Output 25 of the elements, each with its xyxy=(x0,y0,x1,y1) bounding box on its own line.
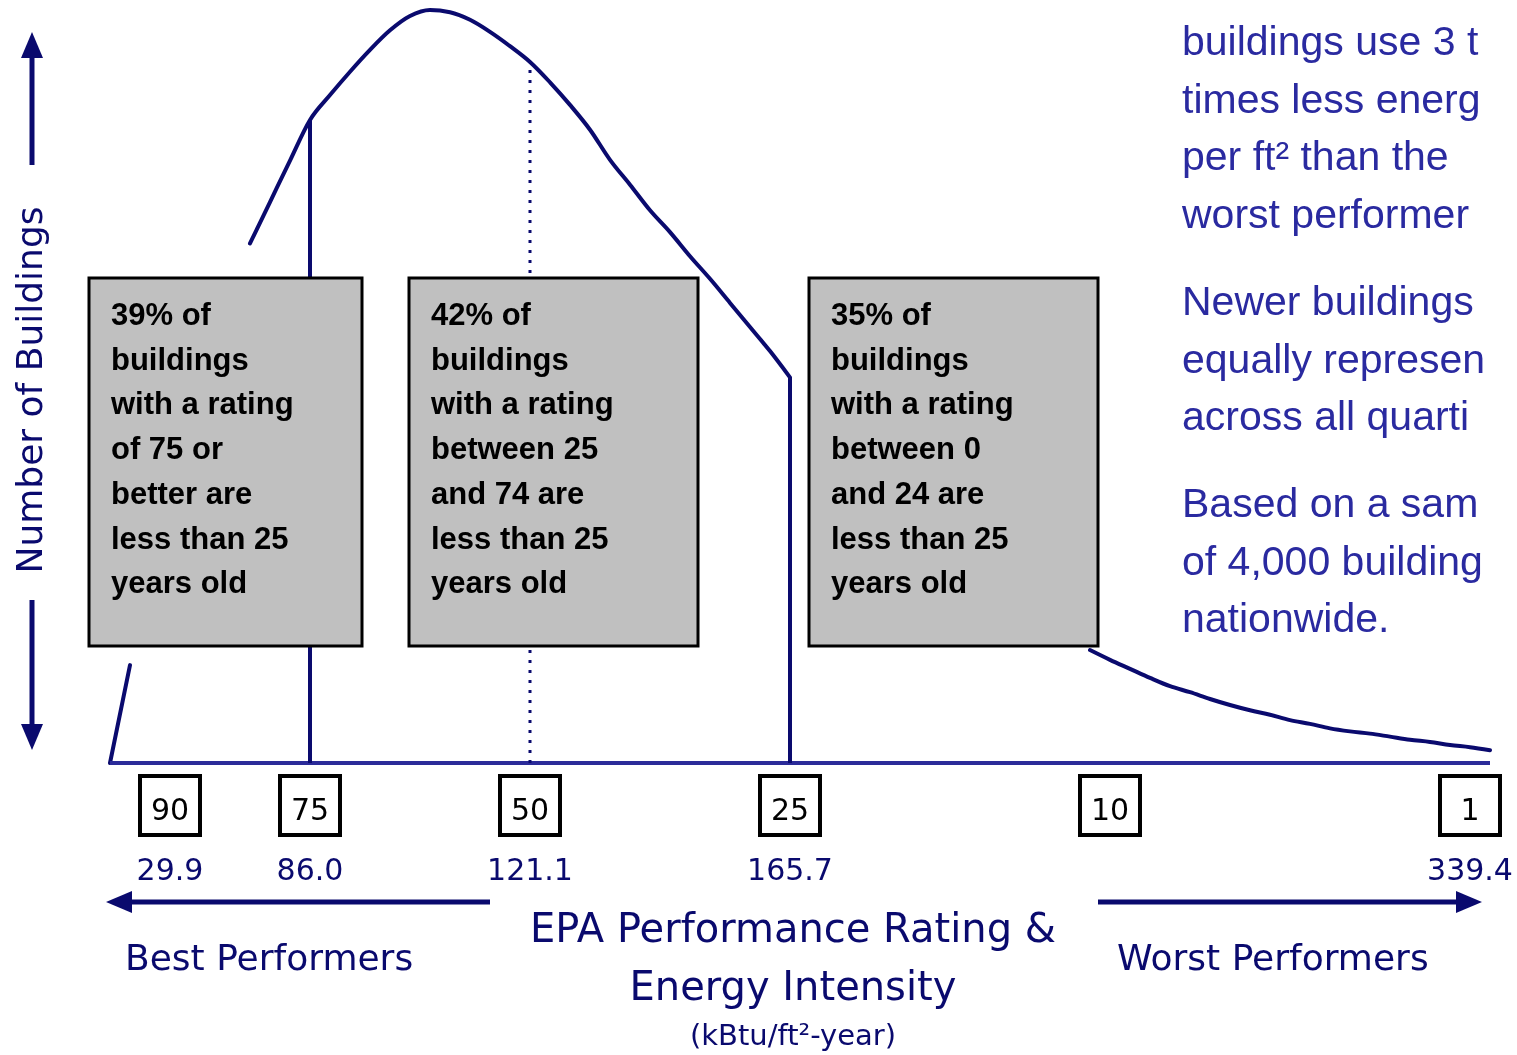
text: Worst Performers xyxy=(1117,937,1429,978)
x-tick-label: 50 xyxy=(510,792,550,827)
note-box: 39% of buildings with a rating of 75 or better are less than 25 years old xyxy=(87,276,364,648)
text: 165.7 xyxy=(747,852,833,887)
x-tick-label: 25 xyxy=(770,792,810,827)
x-tick-label: 75 xyxy=(290,792,330,827)
annotation: Newer buildings equally represen across all quarti xyxy=(1182,278,1486,439)
x-tick-label: 90 xyxy=(150,792,190,827)
note-box: 35% of buildings with a rating between 0 and 24 are less than 25 years old xyxy=(807,276,1100,648)
y-axis-title: Number of Buildings xyxy=(9,206,50,574)
text: 86.0 xyxy=(276,852,344,887)
text: 339.4 xyxy=(1427,852,1513,887)
annotation: 35% of buildings with a rating between 0 and 24 are less than 25 years old xyxy=(830,297,1014,601)
x-tick-label: 1 xyxy=(1460,792,1480,827)
note-box: 42% of buildings with a rating between 25 and 74 are less than 25 years old xyxy=(407,276,700,648)
text: 29.9 xyxy=(136,852,204,887)
text: 121.1 xyxy=(487,852,573,887)
x-axis-title: EPA Performance Rating & Energy Intensity xyxy=(530,905,1056,1009)
annotation: Based on a sam of 4,000 building nationwide. xyxy=(1182,480,1483,641)
annotation: 42% of buildings with a rating between 25 and 74 are less than 25 years old xyxy=(430,297,614,601)
annotation: 39% of buildings with a rating of 75 or better are less than 25 years old xyxy=(110,297,294,601)
text: Best Performers xyxy=(125,937,414,978)
annotation: buildings use 3 t times less energ per ft² than the worst performer xyxy=(1181,18,1481,237)
x-tick-label: 10 xyxy=(1090,792,1130,827)
text: (kBtu/ft²-year) xyxy=(689,1018,897,1052)
